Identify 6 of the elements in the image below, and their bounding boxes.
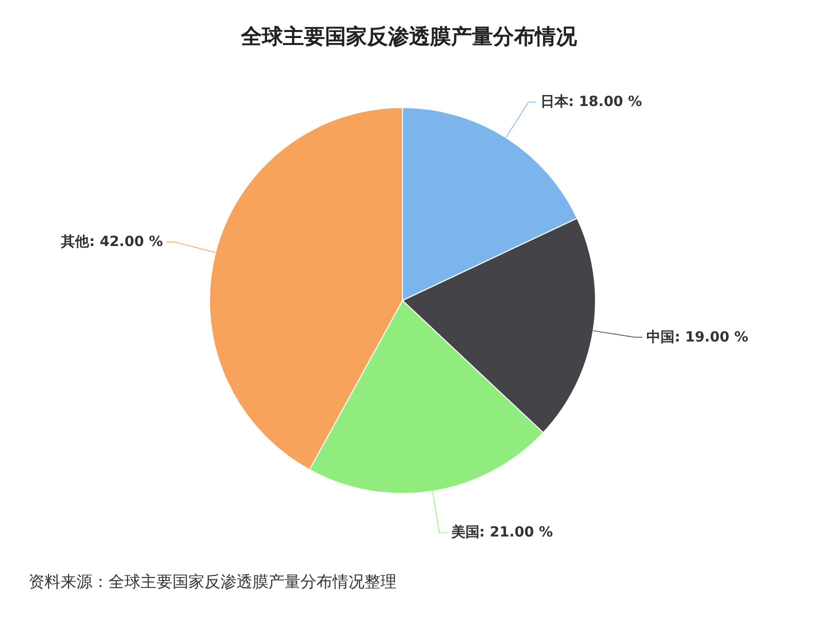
text: 资料来源：全球主要国家反渗透膜产量分布情况整理 [28,572,396,591]
slice-label: 其他: 42.00 % [60,234,163,250]
chart-title: 全球主要国家反渗透膜产量分布情况 [240,24,578,48]
slice-label: 中国: 19.00 % [646,329,748,346]
slice-label: 日本: 18.00 % [540,94,642,110]
slice-label: 美国: 21.00 % [450,524,553,541]
